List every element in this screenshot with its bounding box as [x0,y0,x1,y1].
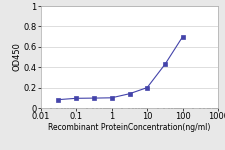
Y-axis label: OD450: OD450 [13,43,22,71]
X-axis label: Recombinant ProteinConcentration(ng/ml): Recombinant ProteinConcentration(ng/ml) [48,123,211,132]
